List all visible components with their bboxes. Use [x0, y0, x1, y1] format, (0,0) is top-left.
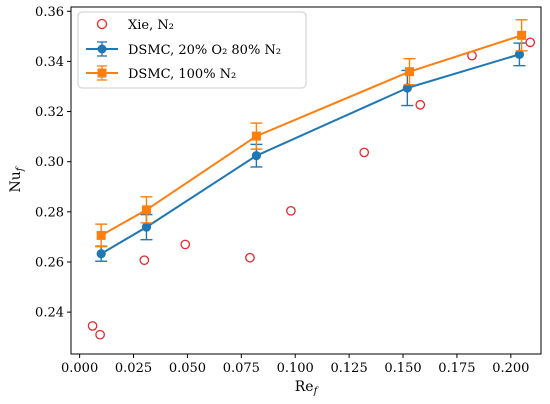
data-point-dsmc-mix — [251, 151, 262, 161]
x-tick-label: 0.000 — [61, 361, 98, 376]
data-point-xie — [95, 329, 105, 340]
legend-marker-dsmc-n2 — [97, 68, 107, 78]
data-point-xie — [415, 99, 426, 110]
x-tick-label: 0.125 — [331, 361, 368, 376]
plot-frame — [70, 6, 542, 355]
data-point-dsmc-n2 — [517, 30, 527, 40]
legend-marker-xie — [96, 18, 108, 30]
y-tick-label: 0.36 — [35, 5, 64, 20]
x-tick-label: 0.150 — [384, 361, 421, 376]
axis-ticks: 0.000 0.025 0.050 0.075 0.100 0.125 0.150 0.175… — [35, 5, 529, 376]
y-tick-label: 0.34 — [35, 55, 64, 70]
legend-item-dsmc-n2: DSMC, 100% N₂ — [86, 65, 236, 82]
legend-item-xie: Xie, N₂ — [96, 18, 174, 33]
y-tick-label: 0.26 — [35, 255, 64, 270]
data-point-xie — [180, 239, 191, 250]
y-tick-label: 0.30 — [35, 155, 64, 170]
data-point-dsmc-n2 — [251, 131, 261, 141]
y-tick-label: 0.32 — [35, 105, 64, 120]
x-tick-label: 0.075 — [223, 361, 260, 376]
x-tick-label: 0.175 — [438, 361, 475, 376]
x-tick-label: 0.200 — [492, 361, 529, 376]
data-point-xie — [139, 255, 150, 266]
legend-box — [77, 11, 307, 89]
data-point-dsmc-mix — [514, 49, 525, 59]
data-point-dsmc-n2 — [96, 230, 106, 240]
y-tick-label: 0.24 — [35, 306, 64, 321]
data-point-dsmc-mix — [141, 222, 152, 232]
data-point-dsmc-mix — [402, 83, 412, 93]
data-point-xie — [245, 252, 255, 263]
x-tick-label: 0.025 — [115, 361, 152, 376]
data-point-xie — [286, 205, 296, 216]
legend-label-xie: Xie, N₂ — [128, 18, 174, 33]
x-tick-label: 0.050 — [169, 361, 206, 376]
legend: Xie, N₂ DSMC, 20% O₂ 80% N₂ DSMC, 100% N… — [77, 11, 307, 89]
x-tick-label: 0.100 — [277, 361, 314, 376]
legend-label-dsmc-n2: DSMC, 100% N₂ — [128, 67, 236, 82]
data-point-xie — [525, 37, 536, 48]
data-point-dsmc-mix — [96, 249, 106, 259]
plot-area — [87, 19, 536, 340]
y-tick-label: 0.28 — [35, 205, 64, 220]
legend-marker-dsmc-mix — [97, 44, 107, 54]
data-point-xie — [87, 321, 98, 331]
legend-label-dsmc-mix: DSMC, 20% O₂ 80% N₂ — [128, 43, 281, 58]
data-point-xie — [359, 147, 370, 158]
data-point-dsmc-n2 — [404, 67, 414, 77]
data-point-dsmc-n2 — [141, 205, 151, 215]
y-axis-label: Nuf — [8, 165, 26, 192]
x-axis-label: Ref — [295, 379, 320, 397]
legend-item-dsmc-mix: DSMC, 20% O₂ 80% N₂ — [86, 41, 281, 58]
